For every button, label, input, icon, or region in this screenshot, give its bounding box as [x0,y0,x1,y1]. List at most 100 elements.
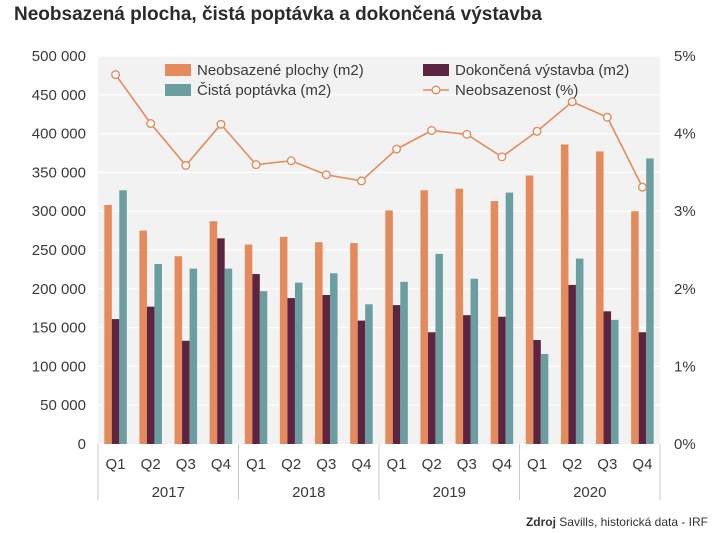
point-neobsazenost-8 [356,176,366,186]
left-axis-tick-label: 400 000 [32,126,86,143]
point-neobsazenost-14 [567,97,577,107]
bar-cista-12 [505,192,514,444]
x-tick-label: Q4 [632,456,652,473]
left-axis-tick-label: 0 [78,436,86,453]
bar-dokoncena-7 [322,295,331,444]
x-tick-label: Q1 [246,456,266,473]
bar-dokoncena-3 [182,340,190,444]
point-neobsazenost-4 [216,119,226,129]
bar-cista-16 [646,158,654,444]
left-axis-tick-label: 100 000 [32,358,86,375]
left-axis-tick-label: 250 000 [32,242,86,259]
legend-label: Dokončená výstavba (m2) [455,62,629,79]
legend-label: Neobsazenost (%) [455,82,578,99]
x-tick-label: Q2 [141,456,161,473]
x-tick-label: Q3 [176,456,196,473]
source-note: Zdroj Savills, historická data - IRF [526,515,708,529]
source-text: Savills, historická data - IRF [559,515,708,529]
left-axis-tick-label: 350 000 [32,164,86,181]
left-axis-tick-label: 300 000 [32,203,86,220]
point-neobsazenost-12 [497,152,507,162]
bar-neobsazene-15 [596,151,604,444]
x-tick-label: Q4 [351,456,371,473]
bar-neobsazene-11 [455,188,464,444]
bar-neobsazene-2 [139,230,147,444]
year-label: 2020 [573,484,606,501]
bar-dokoncena-9 [392,305,401,444]
point-neobsazenost-9 [392,144,402,154]
x-tick-label: Q3 [597,456,617,473]
bar-neobsazene-14 [560,144,569,445]
bar-neobsazene-1 [104,204,112,444]
bar-neobsazene-13 [525,175,534,444]
bar-neobsazene-9 [385,210,393,444]
x-tick-label: Q4 [492,456,512,473]
left-axis-tick-label: 50 000 [40,397,86,414]
bar-neobsazene-4 [209,221,218,444]
point-neobsazenost-2 [146,119,156,129]
right-axis-tick-label: 1% [674,358,696,375]
bar-neobsazene-5 [244,244,253,444]
bar-dokoncena-16 [638,332,647,444]
point-neobsazenost-11 [462,129,472,139]
bar-dokoncena-10 [427,332,436,444]
bar-dokoncena-5 [252,274,260,444]
bar-dokoncena-1 [111,319,120,444]
chart-title: Neobsazená plocha, čistá poptávka a doko… [14,4,542,25]
right-axis-tick-label: 2% [674,281,696,298]
bar-neobsazene-16 [631,211,639,444]
right-axis-tick-label: 3% [674,203,696,220]
bar-neobsazene-7 [315,242,323,444]
legend-swatch [423,64,449,76]
bar-cista-11 [470,278,479,444]
legend-label: Neobsazené plochy (m2) [197,62,364,79]
year-label: 2017 [152,484,185,501]
x-tick-label: Q2 [281,456,301,473]
bar-cista-13 [540,353,549,444]
right-axis-tick-label: 5% [674,48,696,65]
bar-cista-3 [189,268,198,444]
bar-dokoncena-8 [357,320,366,444]
bar-dokoncena-11 [463,315,471,444]
bar-neobsazene-6 [279,236,288,444]
bar-dokoncena-6 [287,298,295,444]
bar-cista-7 [330,273,338,444]
point-neobsazenost-1 [111,70,121,80]
bar-cista-1 [119,190,127,444]
x-tick-label: Q4 [211,456,231,473]
bar-cista-10 [435,253,443,444]
bar-neobsazene-8 [350,243,358,444]
x-tick-label: Q2 [562,456,582,473]
bar-cista-2 [154,263,162,444]
legend-swatch [165,64,191,76]
bar-neobsazene-10 [420,190,428,444]
point-neobsazenost-3 [181,160,191,170]
left-axis-tick-label: 200 000 [32,281,86,298]
bar-cista-6 [294,282,303,444]
right-axis-tick-label: 0% [674,436,696,453]
legend-swatch-marker [431,85,441,95]
year-label: 2018 [292,484,325,501]
bar-cista-4 [224,268,233,444]
point-neobsazenost-16 [637,182,647,192]
left-axis-tick-label: 500 000 [32,48,86,65]
source-label: Zdroj [525,515,556,529]
bar-cista-9 [400,281,408,444]
point-neobsazenost-15 [602,112,612,122]
legend-swatch [165,84,191,96]
bar-cista-5 [259,291,268,444]
x-tick-label: Q3 [316,456,336,473]
bar-cista-8 [365,304,373,444]
bar-dokoncena-4 [217,238,225,444]
x-tick-label: Q1 [527,456,547,473]
bar-neobsazene-3 [174,256,183,444]
bar-neobsazene-12 [490,201,499,444]
bar-dokoncena-15 [603,311,612,444]
x-tick-label: Q1 [387,456,407,473]
left-axis-tick-label: 150 000 [32,320,86,337]
bar-dokoncena-12 [498,316,506,444]
point-neobsazenost-5 [251,160,261,170]
point-neobsazenost-13 [532,126,542,136]
year-label: 2019 [433,484,466,501]
